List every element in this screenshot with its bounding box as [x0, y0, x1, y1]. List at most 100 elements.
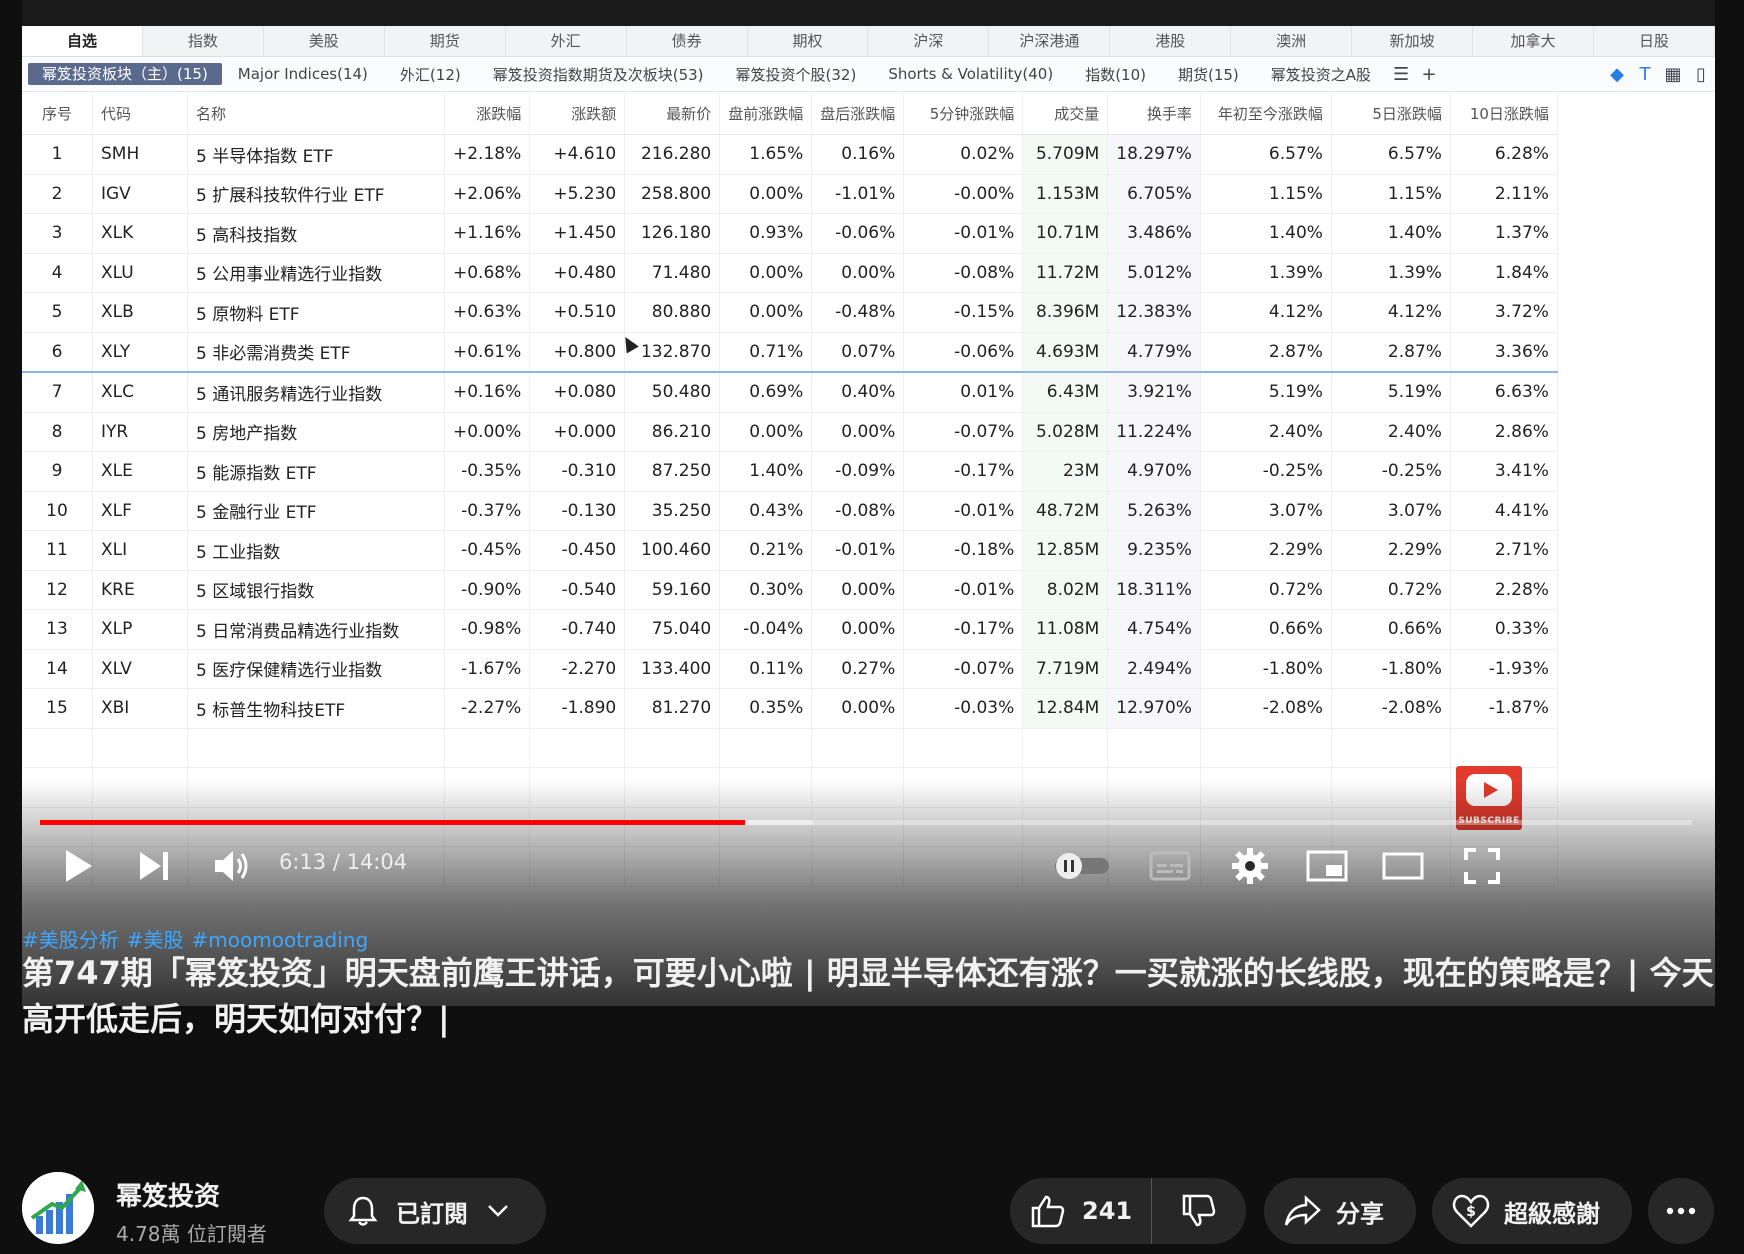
market-tab[interactable]: 加拿大	[1473, 26, 1594, 56]
hashtag-link[interactable]: #美股	[126, 928, 184, 952]
watchlist-tab[interactable]: 期货(15)	[1177, 65, 1239, 84]
play-button[interactable]	[58, 840, 98, 892]
more-actions-button[interactable]	[1648, 1178, 1714, 1244]
add-icon[interactable]: +	[1421, 63, 1437, 85]
watchlist-tab[interactable]: 幂笈投资个股(32)	[735, 65, 857, 84]
table-row[interactable]: 3 XLK 5 高科技指数 +1.16% +1.450 126.180 0.93% -0.06…	[22, 213, 1558, 254]
table-cell-5分钟涨跌幅: -0.08%	[903, 253, 1024, 293]
column-header[interactable]: 盘后涨跌幅	[811, 92, 905, 135]
watchlist-tab[interactable]: Major Indices(14)	[237, 65, 368, 83]
hashtag-link[interactable]: #moomootrading	[191, 928, 369, 952]
column-header[interactable]: 5日涨跌幅	[1331, 92, 1451, 135]
watchlist-tab[interactable]: 幂笈投资板块（主）(15)	[28, 63, 222, 85]
table-cell-盘后涨跌幅: 0.16%	[811, 134, 905, 175]
watchlist-tab[interactable]: Shorts & Volatility(40)	[888, 65, 1054, 83]
volume-button[interactable]	[212, 840, 252, 892]
menu-icon[interactable]: ☰	[1392, 63, 1410, 85]
table-row[interactable]: 14 XLV 5 医疗保健精选行业指数 -1.67% -2.270 133.400 0.11…	[22, 649, 1558, 689]
table-cell-涨跌幅: +0.16%	[444, 372, 531, 413]
table-row[interactable]: 9 XLE 5 能源指数 ETF -0.35% -0.310 87.250 1.40% -0.…	[22, 451, 1558, 492]
captions-button[interactable]	[1148, 840, 1192, 892]
table-cell-5日涨跌幅: 1.15%	[1331, 174, 1451, 214]
watchlist-tab[interactable]: 幂笈投资指数期货及次板块(53)	[492, 65, 704, 84]
super-thanks-button[interactable]: $ 超級感謝	[1432, 1178, 1632, 1244]
table-cell-10日涨跌幅: 4.41%	[1450, 491, 1558, 531]
market-tab[interactable]: 日股	[1594, 26, 1715, 56]
table-row[interactable]: 11 XLI 5 工业指数 -0.45% -0.450 100.460 0.21% -0.01…	[22, 530, 1558, 571]
watchlist-tab[interactable]: 指数(10)	[1085, 65, 1146, 84]
market-tab[interactable]: 沪深港通	[989, 26, 1111, 56]
theater-mode-button[interactable]	[1380, 840, 1426, 892]
table-row[interactable]: 12 KRE 5 区域银行指数 -0.90% -0.540 59.160 0.30% 0.00…	[22, 570, 1558, 610]
table-cell-最新价: 86.210	[624, 412, 721, 452]
market-tab[interactable]: 美股	[264, 26, 385, 56]
table-cell-成交量: 5.709M	[1022, 134, 1109, 175]
table-cell-盘前涨跌幅: 0.21%	[719, 530, 813, 571]
watchlist-tab[interactable]: 外汇(12)	[399, 65, 461, 84]
column-header[interactable]: 盘前涨跌幅	[719, 92, 813, 135]
progress-bar[interactable]	[40, 820, 1692, 825]
shield-icon[interactable]: ◆	[1610, 63, 1624, 85]
column-header[interactable]: 代码	[92, 92, 188, 135]
table-cell-5日涨跌幅: -2.08%	[1331, 688, 1451, 729]
next-button[interactable]	[134, 840, 174, 892]
table-row[interactable]: 10 XLF 5 金融行业 ETF -0.37% -0.130 35.250 0.43% -0…	[22, 491, 1558, 531]
market-tab[interactable]: 指数	[143, 26, 264, 56]
channel-name[interactable]: 幂笈投资	[116, 1182, 221, 1212]
table-row[interactable]: 15 XBI 5 标普生物科技ETF -2.27% -1.890 81.270 0.35% 0…	[22, 688, 1558, 729]
empty-row	[22, 728, 1558, 768]
column-header[interactable]: 5分钟涨跌幅	[903, 92, 1024, 135]
market-tab[interactable]: 期权	[748, 26, 869, 56]
market-tab[interactable]: 澳洲	[1231, 26, 1353, 56]
miniplayer-button[interactable]	[1304, 840, 1350, 892]
table-cell-名称: 5 非必需消费类 ETF	[187, 332, 445, 373]
table-row[interactable]: 5 XLB 5 原物料 ETF +0.63% +0.510 80.880 0.00% -0.4…	[22, 292, 1558, 333]
fullscreen-button[interactable]	[1460, 840, 1504, 892]
hashtag-link[interactable]: #美股分析	[22, 928, 119, 952]
column-header[interactable]: 换手率	[1107, 92, 1201, 135]
market-tab[interactable]: 期货	[385, 26, 506, 56]
panel-icon[interactable]: ▯	[1696, 63, 1706, 85]
market-tab[interactable]: 港股	[1110, 26, 1232, 56]
table-row[interactable]: 7 XLC 5 通讯服务精选行业指数 +0.16% +0.080 50.480 0.69% 0…	[22, 372, 1558, 413]
table-cell-最新价: 132.870	[624, 332, 721, 373]
column-header[interactable]: 涨跌幅	[444, 92, 531, 135]
table-cell-5分钟涨跌幅: -0.17%	[903, 451, 1024, 492]
column-header[interactable]: 名称	[187, 92, 445, 135]
table-cell-涨跌额: +4.610	[529, 134, 626, 175]
subscribed-button[interactable]: 已訂閱	[324, 1178, 546, 1244]
column-header[interactable]: 最新价	[624, 92, 721, 135]
like-dislike-group: 241	[1010, 1178, 1246, 1244]
table-row[interactable]: 2 IGV 5 扩展科技软件行业 ETF +2.06% +5.230 258.800 0.0…	[22, 174, 1558, 214]
text-icon[interactable]: T	[1639, 63, 1651, 85]
table-row[interactable]: 4 XLU 5 公用事业精选行业指数 +0.68% +0.480 71.480 0.00% 0…	[22, 253, 1558, 293]
market-tab[interactable]: 自选	[22, 26, 143, 56]
market-tab[interactable]: 沪深	[868, 26, 990, 56]
table-cell-盘后涨跌幅: 0.00%	[811, 570, 905, 610]
market-tab[interactable]: 外汇	[506, 26, 627, 56]
table-row[interactable]: 13 XLP 5 日常消费品精选行业指数 -0.98% -0.740 75.040 -0.0…	[22, 609, 1558, 650]
column-header[interactable]: 10日涨跌幅	[1450, 92, 1558, 135]
table-row[interactable]: 8 IYR 5 房地产指数 +0.00% +0.000 86.210 0.00% 0.00% -…	[22, 412, 1558, 452]
settings-button[interactable]	[1228, 840, 1272, 892]
column-header[interactable]: 年初至今涨跌幅	[1200, 92, 1332, 135]
watchlist-tab[interactable]: 幂笈投资之A股	[1270, 65, 1372, 84]
column-header[interactable]: 涨跌额	[529, 92, 626, 135]
table-cell-名称: 5 公用事业精选行业指数	[187, 253, 445, 293]
table-row[interactable]: 1 SMH 5 半导体指数 ETF +2.18% +4.610 216.280 1.65% 0…	[22, 134, 1558, 175]
dislike-button[interactable]	[1152, 1178, 1246, 1244]
video-player[interactable]: 自选 指数 美股 期货 外汇 债券 期权 沪深 沪深港通 港股 澳洲 新加坡 加拿大 日股 幂笈投资板块（…	[22, 0, 1715, 1006]
autoplay-toggle[interactable]	[1052, 840, 1112, 892]
table-cell-年初至今涨跌幅: 0.66%	[1200, 609, 1332, 650]
share-button[interactable]: 分享	[1264, 1178, 1416, 1244]
like-button[interactable]: 241	[1010, 1178, 1153, 1244]
column-header[interactable]: 序号	[22, 92, 93, 135]
table-cell-序号: 2	[22, 174, 93, 214]
channel-avatar[interactable]	[22, 1172, 94, 1244]
grid-icon[interactable]: ▦	[1664, 63, 1682, 85]
column-header[interactable]: 成交量	[1022, 92, 1109, 135]
market-tab[interactable]: 债券	[627, 26, 748, 56]
table-cell-10日涨跌幅: 1.37%	[1450, 213, 1558, 254]
market-tab[interactable]: 新加坡	[1352, 26, 1474, 56]
table-row[interactable]: 6 XLY 5 非必需消费类 ETF +0.61% +0.800 132.870 0.71%…	[22, 332, 1558, 373]
